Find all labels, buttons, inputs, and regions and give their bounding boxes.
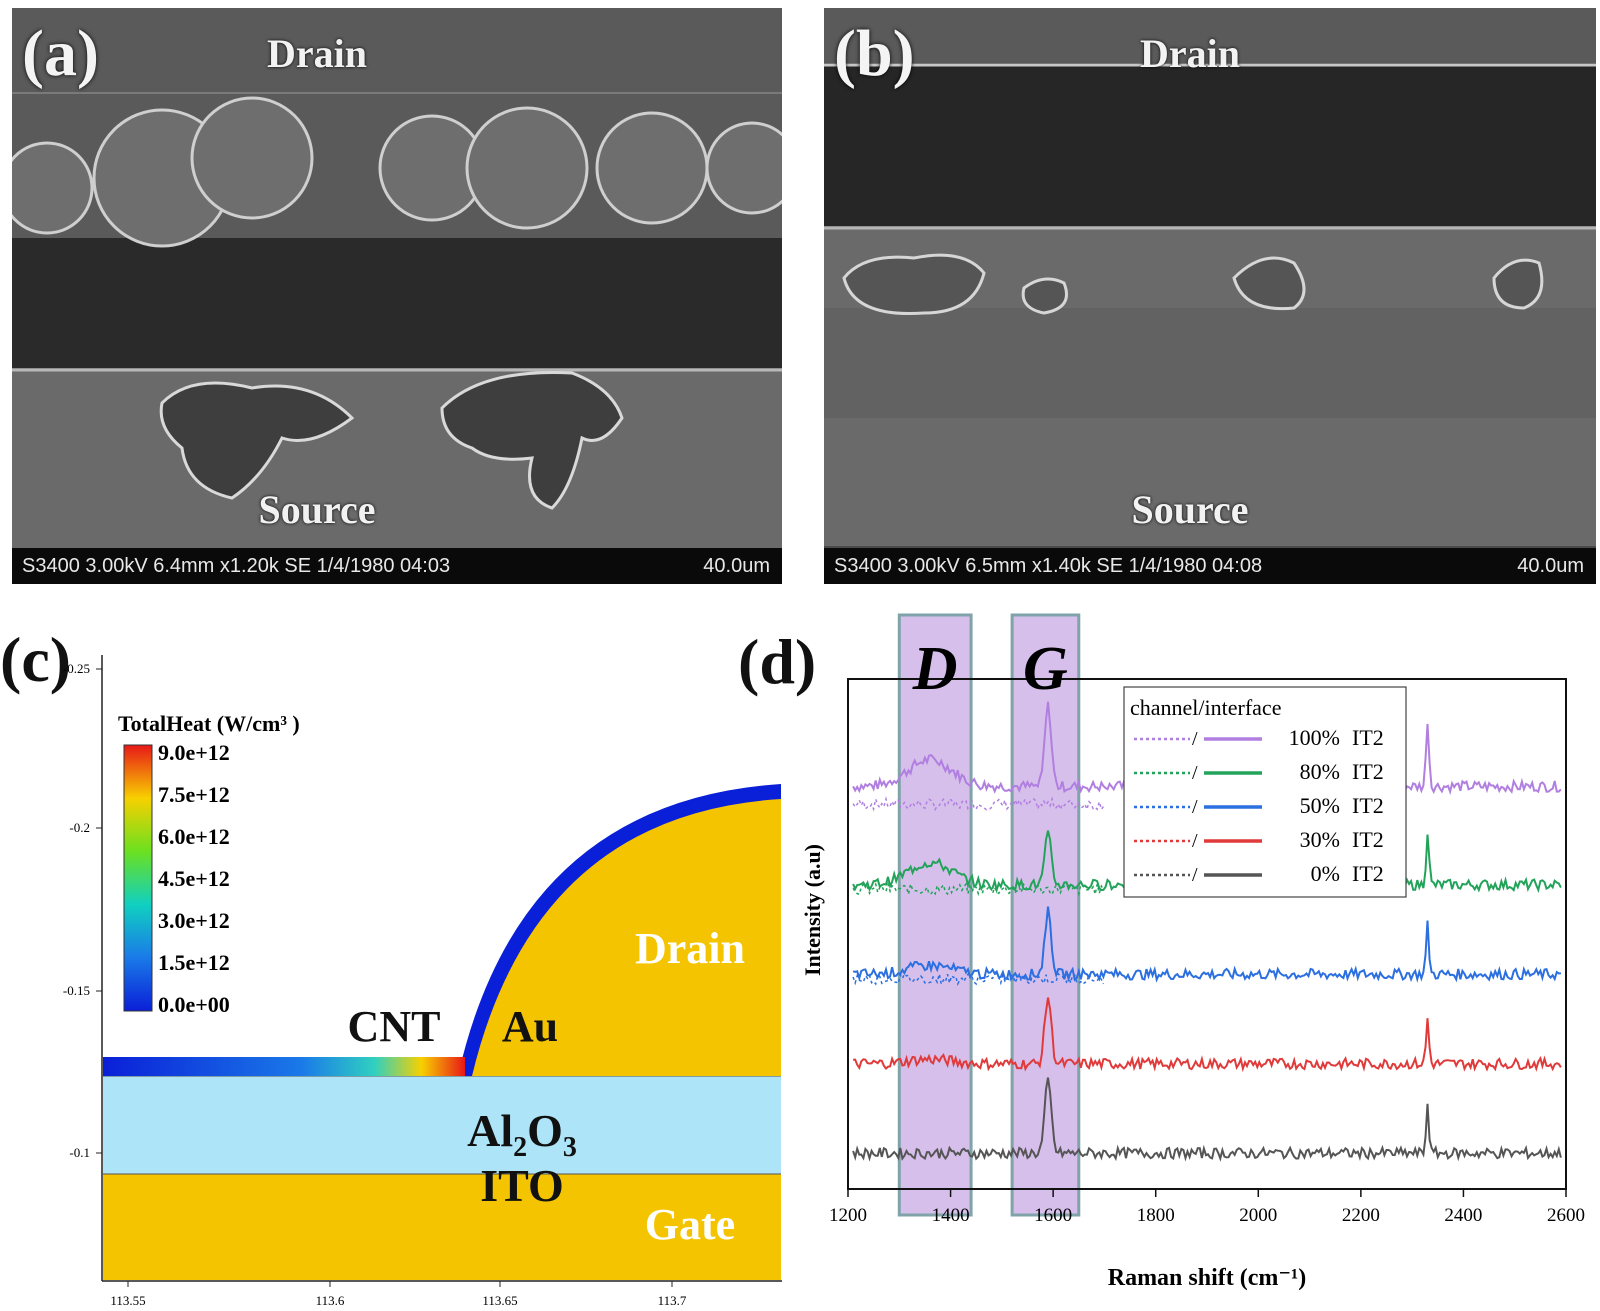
sem-a-scale: 40.0um bbox=[703, 555, 770, 577]
sim-y-ticks: -0.25 -0.2 -0.15 -0.1 bbox=[63, 661, 102, 1160]
sem-b-drain-label: Drain bbox=[1140, 31, 1240, 76]
cnt-coating bbox=[458, 784, 781, 1076]
raman-series-interface bbox=[852, 971, 1105, 987]
legend-separator: / bbox=[1192, 796, 1198, 818]
sem-image-a: (a) Drain Source S3400 3.00kV 6.4mm x1.2… bbox=[12, 8, 782, 584]
sem-a-source-label: Source bbox=[258, 487, 376, 532]
raman-series-interface bbox=[852, 796, 1105, 812]
heat-simulation: TotalHeat (W/cm³ ) 9.0e+12 7.5e+12 6.0e+12… bbox=[63, 655, 782, 1308]
legend-entry-tag: IT2 bbox=[1352, 759, 1384, 784]
gate-layer bbox=[103, 1174, 781, 1280]
colorbar-title: TotalHeat (W/cm³ ) bbox=[118, 711, 300, 736]
raman-x-tick-label: 1600 bbox=[1034, 1205, 1072, 1226]
colorbar-tick-label: 6.0e+12 bbox=[158, 824, 230, 849]
raman-x-tick-label: 2400 bbox=[1444, 1205, 1482, 1226]
colorbar-tick-label: 7.5e+12 bbox=[158, 782, 230, 807]
legend-entry-tag: IT2 bbox=[1352, 725, 1384, 750]
sim-al2o3-label: Al2O3 bbox=[467, 1105, 577, 1163]
sim-y-tick-label: -0.1 bbox=[69, 1145, 90, 1160]
raman-x-tick-label: 2600 bbox=[1547, 1205, 1585, 1226]
colorbar-tick-label: 0.0e+00 bbox=[158, 992, 230, 1017]
sem-b-info-bar: S3400 3.00kV 6.5mm x1.40k SE 1/4/1980 04… bbox=[824, 548, 1596, 584]
drain-electrode bbox=[470, 796, 781, 1076]
raman-series-line bbox=[852, 1077, 1562, 1162]
legend-entry-pct: 0% bbox=[1311, 861, 1340, 886]
legend-entry-pct: 50% bbox=[1300, 793, 1340, 818]
raman-band-G bbox=[1010, 613, 1081, 1217]
sem-b-info: S3400 3.00kV 6.5mm x1.40k SE 1/4/1980 04… bbox=[834, 555, 1263, 577]
legend-entry-pct: 30% bbox=[1300, 827, 1340, 852]
raman-plot-frame bbox=[847, 678, 1567, 1190]
sim-y-tick-label: -0.15 bbox=[63, 983, 90, 998]
legend-separator: / bbox=[1192, 864, 1198, 886]
legend-separator: / bbox=[1192, 762, 1198, 784]
raman-x-tick-label: 2200 bbox=[1342, 1205, 1380, 1226]
legend-entry-tag: IT2 bbox=[1352, 827, 1384, 852]
colorbar-ticks: 9.0e+12 7.5e+12 6.0e+12 4.5e+12 3.0e+12 1.5e+… bbox=[158, 740, 230, 1017]
raman-x-tick-label: 1800 bbox=[1137, 1205, 1175, 1226]
colorbar-tick-label: 3.0e+12 bbox=[158, 908, 230, 933]
raman-x-tick-label: 1200 bbox=[829, 1205, 867, 1226]
colorbar-tick-label: 1.5e+12 bbox=[158, 950, 230, 975]
sim-x-tick-label: 113.7 bbox=[658, 1293, 687, 1308]
raman-x-tick-label: 1400 bbox=[932, 1205, 970, 1226]
sem-a-drain-label: Drain bbox=[267, 31, 367, 76]
legend-entry-pct: 80% bbox=[1300, 759, 1340, 784]
raman-series-interface bbox=[852, 881, 1105, 897]
sim-x-tick-label: 113.6 bbox=[316, 1293, 345, 1308]
raman-series-line bbox=[853, 997, 1562, 1073]
panel-b-label: (b) bbox=[834, 17, 915, 90]
raman-y-axis-label: Intensity (a.u) bbox=[800, 844, 825, 976]
panel-a-label: (a) bbox=[22, 17, 99, 90]
sim-x-tick-label: 113.65 bbox=[482, 1293, 517, 1308]
raman-legend: channel/interface / 100% IT2 / 80% IT2 / 50% IT2… bbox=[1123, 686, 1407, 898]
sim-ito-label: ITO bbox=[480, 1160, 564, 1211]
sim-y-tick-label: -0.2 bbox=[69, 820, 90, 835]
sem-image-b: (b) Drain Source S3400 3.00kV 6.5mm x1.4… bbox=[824, 8, 1596, 584]
legend-entry-tag: IT2 bbox=[1352, 861, 1384, 886]
panel-d-label: (d) bbox=[738, 626, 817, 697]
sem-b-texture bbox=[824, 8, 1596, 546]
raman-bands bbox=[897, 613, 1081, 1217]
sem-b-source-label: Source bbox=[1131, 487, 1249, 532]
legend-entry-tag: IT2 bbox=[1352, 793, 1384, 818]
raman-x-ticks: 1200 1400 1600 1800 2000 2200 2400 2600 bbox=[829, 1189, 1585, 1226]
sem-a-info: S3400 3.00kV 6.4mm x1.20k SE 1/4/1980 04… bbox=[22, 555, 451, 577]
sim-y-tick-label: -0.25 bbox=[63, 661, 90, 676]
legend-separator: / bbox=[1192, 728, 1198, 750]
raman-band-label: D bbox=[912, 635, 958, 703]
sim-x-ticks: 113.55 113.6 113.65 113.7 bbox=[110, 1281, 687, 1308]
legend-box bbox=[1123, 686, 1407, 898]
raman-band-label: G bbox=[1023, 635, 1068, 703]
sem-a-info-bar: S3400 3.00kV 6.4mm x1.20k SE 1/4/1980 04… bbox=[12, 548, 782, 584]
sem-a-texture bbox=[12, 8, 782, 548]
sim-au-label: Au bbox=[502, 1002, 558, 1051]
legend-separator: / bbox=[1192, 830, 1198, 852]
raman-x-axis-label: Raman shift (cm⁻¹) bbox=[1108, 1265, 1307, 1291]
colorbar-tick-label: 4.5e+12 bbox=[158, 866, 230, 891]
cnt-film bbox=[103, 1057, 465, 1076]
sim-x-tick-label: 113.55 bbox=[110, 1293, 145, 1308]
oxide-layer bbox=[103, 1076, 781, 1174]
colorbar-tick-label: 9.0e+12 bbox=[158, 740, 230, 765]
sim-gate-label: Gate bbox=[645, 1200, 735, 1249]
sem-b-scale: 40.0um bbox=[1517, 555, 1584, 577]
sim-drain-label: Drain bbox=[635, 924, 745, 973]
raman-x-tick-label: 2000 bbox=[1239, 1205, 1277, 1226]
colorbar bbox=[123, 744, 153, 1012]
raman-series-line bbox=[852, 906, 1562, 983]
legend-title: channel/interface bbox=[1130, 695, 1281, 720]
sim-cnt-label: CNT bbox=[348, 1002, 441, 1051]
legend-entry-pct: 100% bbox=[1289, 725, 1340, 750]
panel-c-label: (c) bbox=[0, 624, 72, 695]
raman-band-D bbox=[897, 613, 973, 1217]
